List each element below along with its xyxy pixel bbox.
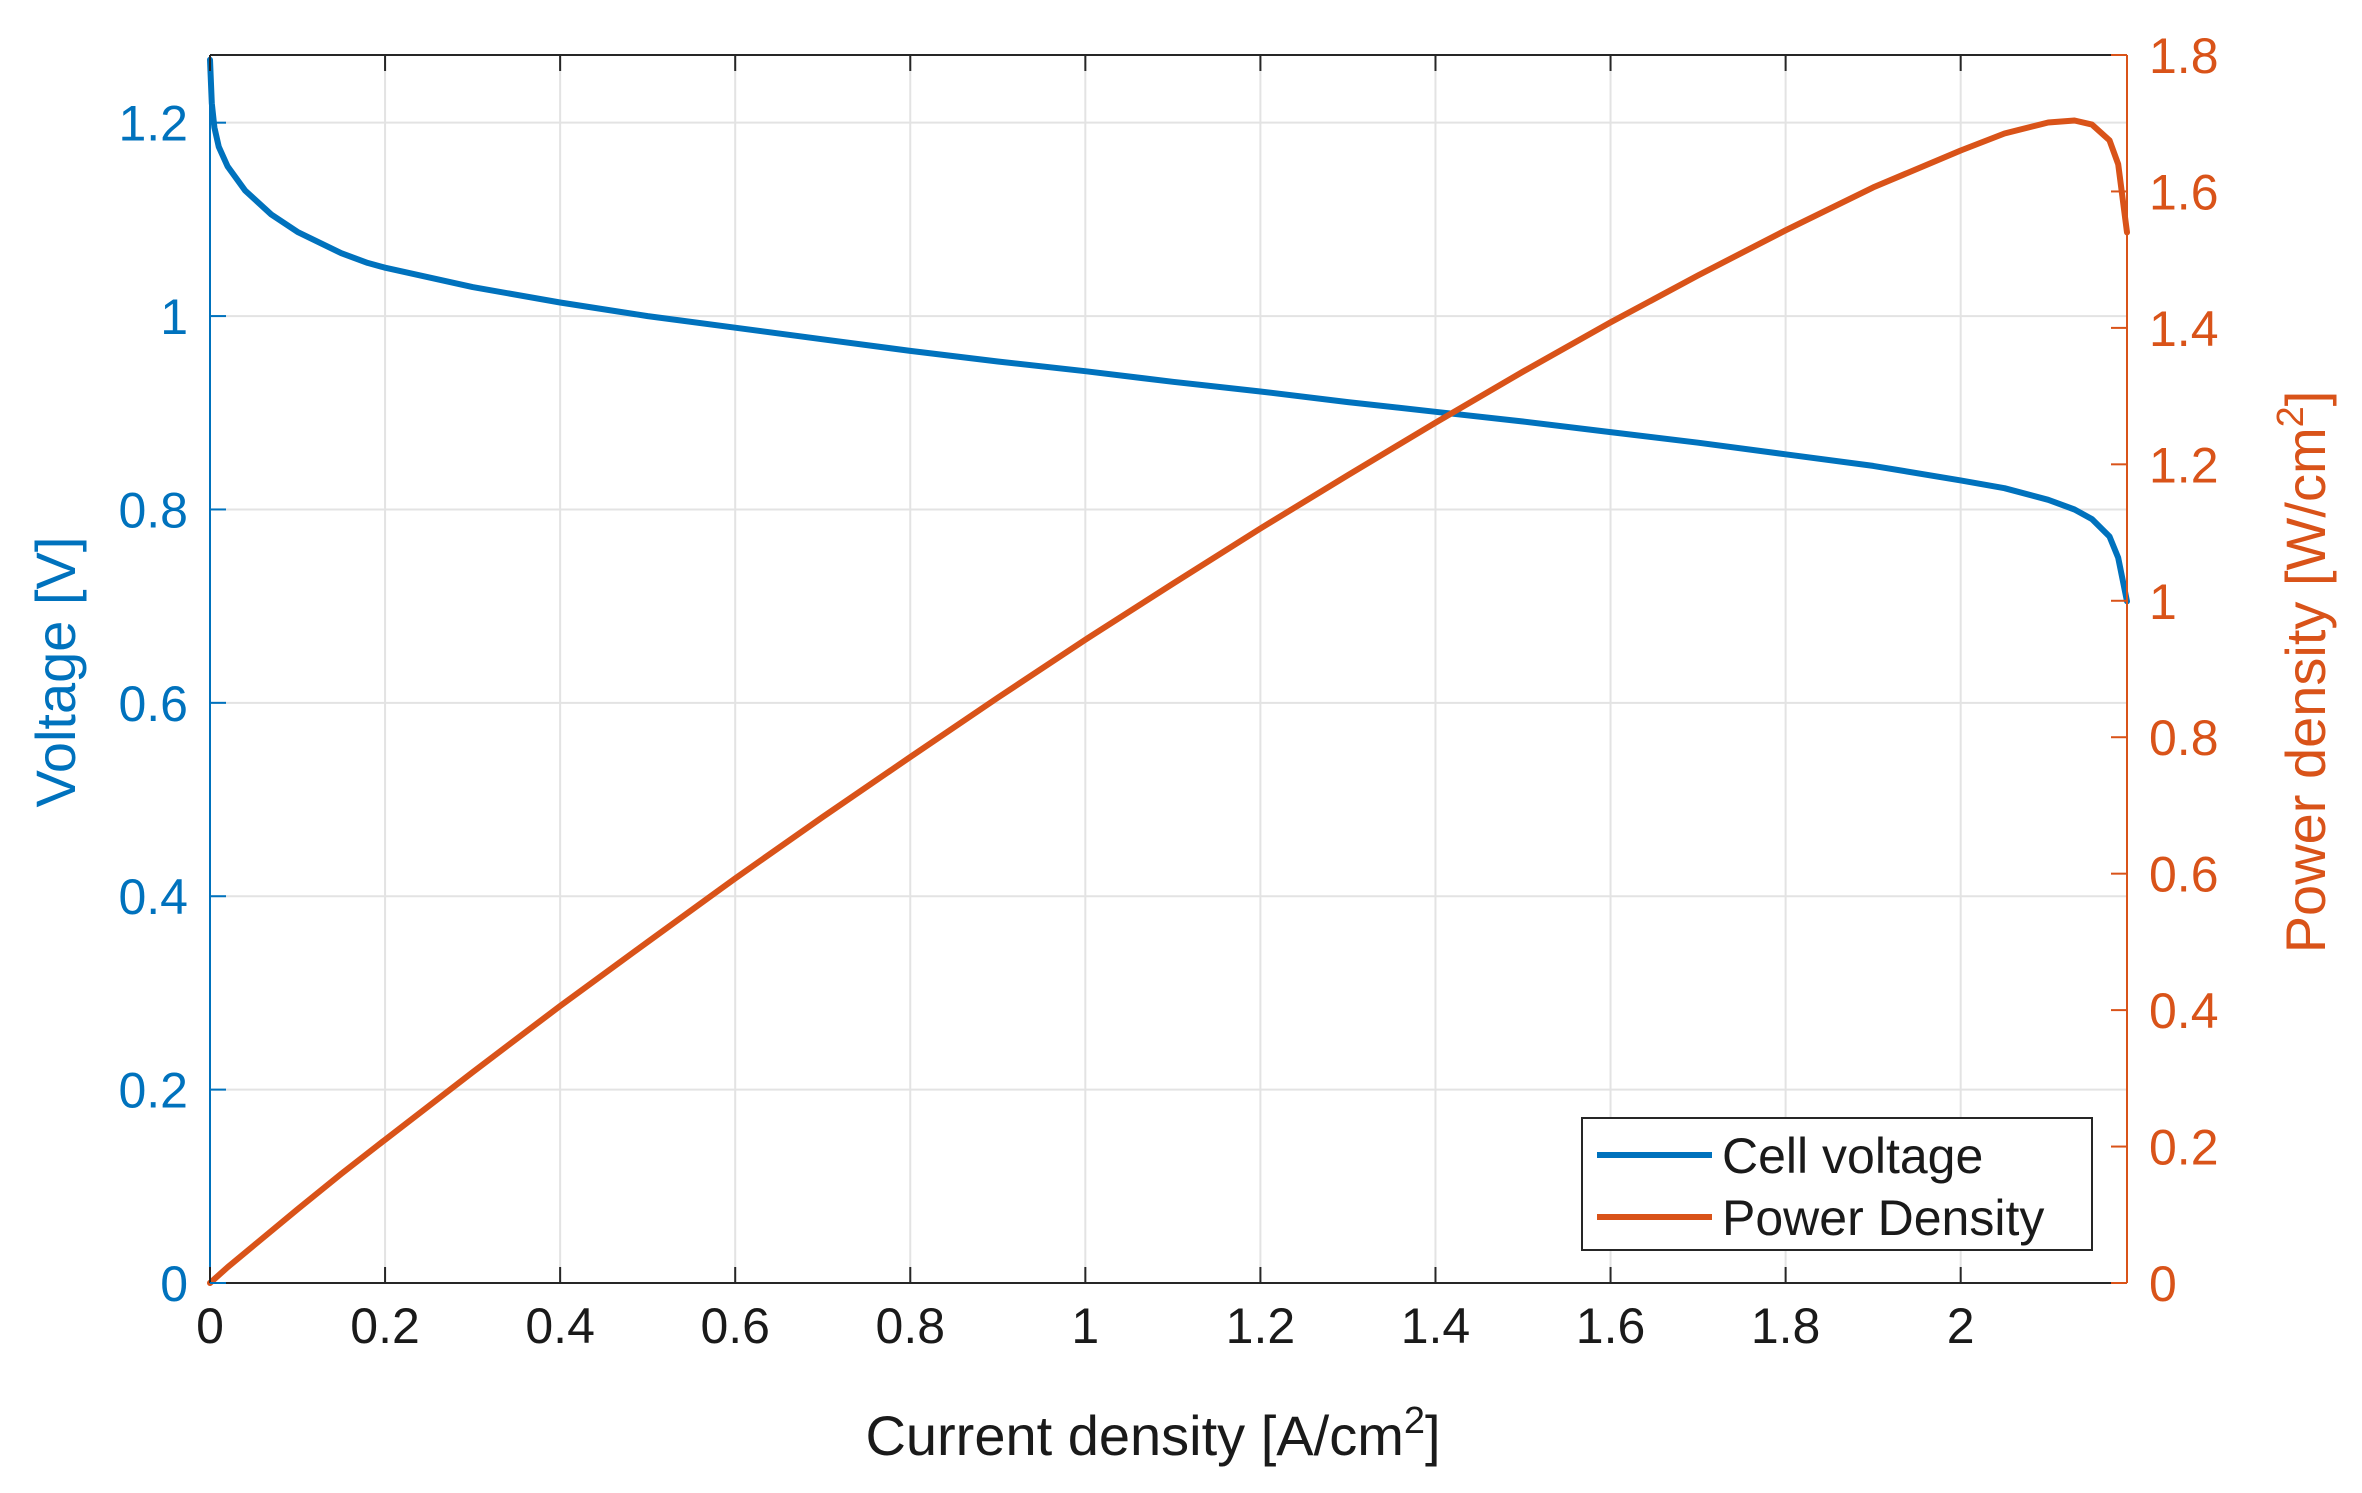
y-left-tick-label: 0 xyxy=(160,1256,188,1312)
y-right-tick-label: 0.6 xyxy=(2149,847,2219,903)
y-right-axis-title-end: ] xyxy=(2274,391,2337,407)
x-tick-label: 1.6 xyxy=(1576,1298,1646,1354)
x-tick-label: 1.2 xyxy=(1226,1298,1296,1354)
y-right-tick-label: 1.2 xyxy=(2149,437,2219,493)
legend-label-cell-voltage: Cell voltage xyxy=(1722,1128,1983,1184)
x-axis-title-end: ] xyxy=(1425,1404,1441,1467)
y-left-tick-label: 0.4 xyxy=(118,869,188,925)
y-right-tick-label: 1.6 xyxy=(2149,164,2219,220)
x-axis-title: Current density [A/cm2] xyxy=(865,1400,1440,1467)
x-tick-label: 0 xyxy=(196,1298,224,1354)
series-line-cell-voltage xyxy=(207,56,2130,605)
x-tick-label: 2 xyxy=(1947,1298,1975,1354)
series-layer xyxy=(207,56,2130,1286)
y-right-tick-label: 0.8 xyxy=(2149,710,2219,766)
y-left-tick-label: 0.2 xyxy=(118,1063,188,1119)
y-right-tick-label: 1.4 xyxy=(2149,301,2219,357)
x-axis-title-sup: 2 xyxy=(1404,1400,1425,1442)
y-right-tick-label: 0.2 xyxy=(2149,1120,2219,1176)
legend-box xyxy=(1581,1117,2093,1251)
y-right-tick-label: 0 xyxy=(2149,1256,2177,1312)
x-tick-label: 1.4 xyxy=(1401,1298,1471,1354)
y-right-axis-title: Power density [W/cm2] xyxy=(2270,391,2337,954)
y-left-tick-label: 1.2 xyxy=(118,96,188,152)
x-tick-label: 0.6 xyxy=(700,1298,770,1354)
x-tick-label: 0.8 xyxy=(876,1298,946,1354)
x-tick-label: 0.4 xyxy=(525,1298,595,1354)
y-left-tick-label: 1 xyxy=(160,289,188,345)
x-tick-label: 0.2 xyxy=(350,1298,420,1354)
y-right-axis-title-sup: 2 xyxy=(2270,406,2312,427)
y-left-tick-label: 0.8 xyxy=(118,482,188,538)
x-tick-label: 1 xyxy=(1071,1298,1099,1354)
legend-label-power-density: Power Density xyxy=(1722,1190,2044,1246)
y-right-axis-title-main: Power density [W/cm xyxy=(2274,427,2337,953)
ticks-layer: 0 0.2 0.4 0.6 0.8 1 1.2 1.4 1.6 1.8 2 0 0.2 0.4 0.6 0.8… xyxy=(118,28,2218,1354)
legend: Cell voltage Power Density xyxy=(1581,1117,2093,1251)
x-tick-label: 1.8 xyxy=(1751,1298,1821,1354)
y-left-tick-label: 0.6 xyxy=(118,676,188,732)
x-axis-title-main: Current density [A/cm xyxy=(865,1404,1403,1467)
series-line-power-density xyxy=(207,117,2130,1286)
y-left-axis-title: Voltage [V] xyxy=(24,537,87,808)
axes-frame xyxy=(209,54,2128,1284)
y-right-tick-label: 0.4 xyxy=(2149,983,2219,1039)
y-right-tick-label: 1 xyxy=(2149,574,2177,630)
y-right-tick-label: 1.8 xyxy=(2149,28,2219,84)
